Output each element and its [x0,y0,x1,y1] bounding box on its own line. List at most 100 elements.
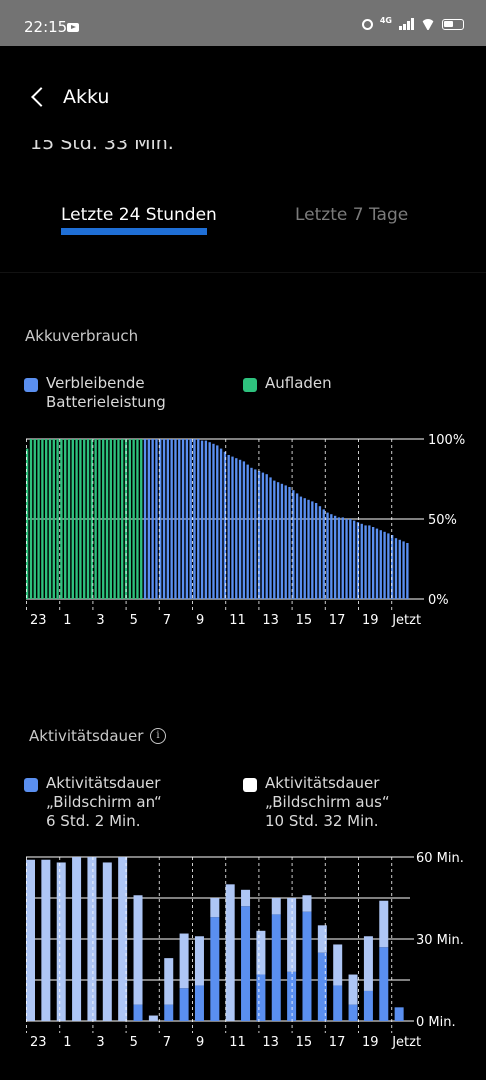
battery-bar [337,517,341,599]
total-duration: 15 Std. 33 Min. [30,140,174,160]
activity-title: Aktivitätsdauer [29,727,144,745]
charging-bar [109,439,113,599]
alarm-icon [361,18,373,30]
charging-bar [83,439,86,599]
battery-bar [212,443,215,599]
battery-bar [238,459,242,599]
network-type: 4G [379,15,392,25]
battery-bar [174,439,177,599]
screen-off-bar [241,889,251,907]
info-icon[interactable]: i [150,728,166,744]
screen-on-bar [241,906,251,1021]
divider [0,272,486,273]
screen-off-bar [102,862,112,1021]
y-tick-label: 50% [428,513,457,528]
battery-bar [314,503,318,599]
x-tick-label: 23 [30,613,47,628]
battery-bar [288,487,291,599]
battery-bar [295,493,299,599]
battery-bar [178,439,181,599]
legend-screen-off-label: Aktivitätsdauer „Bildschirm aus“ [265,774,390,811]
charging-bar [132,439,135,599]
battery-bar [292,490,295,599]
signal-icon [399,18,414,30]
x-tick-label: 7 [163,1035,171,1050]
battery-bar [235,458,238,599]
x-tick-label: 11 [229,1035,246,1050]
tab-last-7-days[interactable]: Letzte 7 Tage [295,205,409,225]
screen-off-bar [41,859,51,1021]
battery-bar [299,496,303,599]
status-time: 22:15 [24,18,68,36]
screen-off-bar [333,944,343,986]
charging-bar [33,439,36,599]
screen-on-bar [379,947,389,1021]
x-tick-label: 1 [63,1035,71,1050]
x-tick-label: 7 [163,613,171,628]
battery-usage-title: Akkuverbrauch [25,327,139,345]
charging-bar [79,439,82,599]
battery-bar [250,467,253,599]
battery-bar [143,439,147,599]
battery-bar [280,483,284,599]
battery-bar [200,440,204,599]
screen-on-bar [194,985,204,1021]
battery-bar [147,439,151,599]
charging-bar [128,439,132,599]
battery-bar [265,474,268,599]
battery-bar [219,448,223,599]
charging-bar [56,439,59,599]
battery-bar [406,543,409,599]
battery-bar [383,531,386,599]
screen-off-bar [256,930,266,975]
legend-screen-off-value: 10 Std. 32 Min. [265,812,379,830]
charging-bar [67,439,71,599]
battery-bar [151,439,154,599]
battery-bar [227,455,230,599]
legend-remaining-battery-label: Verbleibende Batterieleistung [46,374,166,411]
battery-bar [375,528,379,599]
battery-bar [394,538,398,599]
screen-off-bar [287,898,297,972]
tab-last-24-hours[interactable]: Letzte 24 Stunden [61,205,217,225]
total-duration-text: 15 Std. 33 Min. [30,140,174,154]
battery-bar [185,439,189,599]
x-tick-label: 3 [96,613,104,628]
x-tick-label: 19 [362,1035,379,1050]
battery-icon [442,18,464,30]
charging-bar [105,439,109,599]
battery-bar [273,480,276,599]
legend-screen-on: Aktivitätsdauer „Bildschirm an“ 6 Std. 2… [24,774,234,831]
screen-off-bar [302,895,312,912]
y-tick-label: 0% [428,593,449,608]
battery-bar [193,439,196,599]
battery-bar [170,439,173,599]
battery-bar [330,514,333,599]
screen-off-bar [379,900,389,948]
y-tick-label: 100% [428,433,465,448]
battery-bar [223,451,227,599]
y-tick-label: 60 Min. [416,851,464,866]
charging-bar [29,439,33,599]
charging-bar [75,439,78,599]
screen-off-bar [56,862,66,1021]
y-tick-label: 30 Min. [416,933,464,948]
x-tick-label: 9 [196,613,204,628]
battery-bar [284,485,287,599]
x-tick-label: 23 [30,1035,47,1050]
back-arrow-icon[interactable] [28,86,48,110]
screen-off-bar [225,884,235,1021]
x-tick-label: 17 [329,1035,346,1050]
charging-bar [45,439,48,599]
screen-on-bar [394,1007,404,1021]
x-tick-label: 19 [362,613,379,628]
charging-bar [121,439,124,599]
battery-bar [303,498,306,599]
charging-bar [136,439,139,599]
battery-bar [398,539,401,599]
legend-remaining-battery: Verbleibende Batterieleistung [24,374,204,412]
status-icons: 4G [361,15,464,30]
battery-bar [162,439,166,599]
screen-on-bar [363,990,373,1021]
charging-bar [37,439,40,599]
